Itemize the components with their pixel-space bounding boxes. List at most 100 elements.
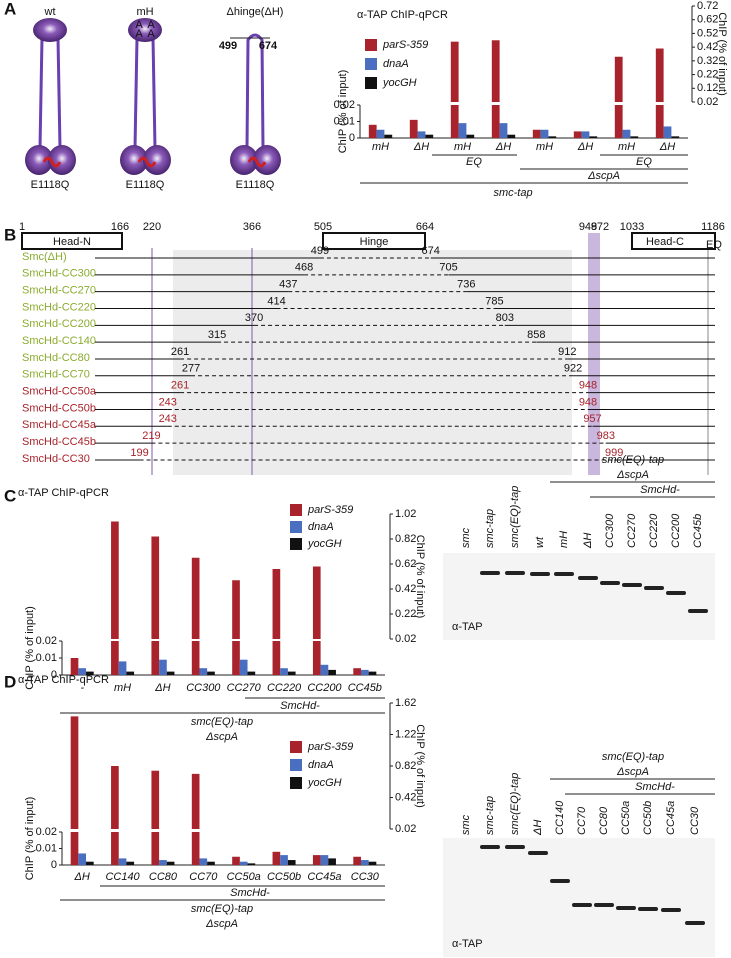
x-tick-label: CC50b	[267, 871, 301, 883]
scale-label: 166	[111, 221, 129, 233]
bar	[548, 136, 557, 138]
lane-label: smc-tap	[484, 509, 496, 548]
band	[480, 845, 500, 849]
bar	[247, 671, 256, 675]
lane-label: smc-tap	[484, 796, 496, 835]
bar-upper	[70, 716, 79, 829]
bar-lower	[151, 832, 160, 865]
scale-label: 948	[579, 221, 597, 233]
construct-name: SmcHd-CC50b	[22, 402, 96, 414]
bar	[328, 669, 336, 675]
scale-label: 220	[143, 221, 161, 233]
group-label: ΔscpA	[205, 731, 238, 743]
scale-label: 366	[243, 221, 261, 233]
bar-lower	[111, 641, 119, 675]
blot-group-label: SmcHd-	[635, 781, 675, 793]
group-label: smc(EQ)-tap	[191, 716, 253, 728]
bar	[581, 131, 590, 138]
y2-tick-label: 1.22	[395, 728, 416, 740]
bar-upper	[151, 536, 160, 639]
y-axis-title: ChIP (% of input)	[24, 606, 36, 690]
bar-upper	[111, 521, 119, 639]
bar	[409, 119, 418, 138]
legend-swatch	[290, 741, 302, 753]
hinge-mutation: A	[135, 28, 143, 40]
lane-label: CC220	[648, 513, 660, 548]
y2-tick-label: 1.62	[395, 697, 416, 709]
x-tick-label: CC45b	[348, 682, 382, 694]
legend-swatch	[290, 504, 302, 516]
construct-start: 243	[159, 413, 177, 425]
panel-label: C	[4, 486, 16, 505]
blot-group-label: SmcHd-	[640, 484, 680, 496]
bar	[368, 671, 377, 675]
bar-lower	[614, 105, 623, 138]
bar	[417, 131, 426, 138]
smc-model-dh: Δhinge(ΔH) 499 674 E1118Q	[219, 6, 284, 191]
y2-tick-label: 0.42	[395, 583, 416, 595]
bar-upper	[312, 566, 321, 639]
construct-name: SmcHd-CC45a	[22, 419, 97, 431]
construct-end: 922	[564, 363, 582, 375]
legend-swatch	[365, 39, 377, 51]
bar-upper	[614, 56, 623, 102]
chart-title: α-TAP ChIP-qPCR	[18, 674, 109, 686]
construct-start: 261	[171, 346, 189, 358]
domain-label: Head-C	[646, 236, 684, 248]
band	[661, 908, 681, 912]
bar-upper	[232, 580, 240, 639]
band	[622, 583, 642, 587]
bar	[78, 853, 87, 865]
y-tick-label: 0	[51, 669, 57, 681]
y2-tick-label: 0.42	[395, 791, 416, 803]
x-tick-label: CC45a	[307, 871, 341, 883]
lane-label: ΔH	[532, 820, 544, 836]
construct-start: 199	[130, 447, 148, 459]
construct-name: SmcHd-CC30	[22, 453, 90, 465]
lane-label: CC45a	[665, 801, 677, 835]
bar	[199, 668, 208, 675]
group-label: ΔscpA	[587, 170, 620, 182]
lane-label: CC70	[576, 806, 588, 835]
construct-end: 983	[597, 430, 615, 442]
y2-tick-label: 0.02	[697, 96, 718, 108]
bar	[499, 123, 508, 138]
bar	[70, 658, 79, 675]
construct-start: 499	[311, 245, 329, 257]
legend-label: dnaA	[308, 521, 334, 533]
group-label: smc-tap	[493, 187, 532, 199]
y2-tick-label: 0.82	[395, 533, 416, 545]
x-tick-label: mH	[536, 141, 553, 153]
legend-label: yocGH	[307, 777, 342, 789]
x-tick-label: ΔH	[659, 141, 675, 153]
bar	[118, 858, 127, 865]
bar	[126, 671, 135, 675]
y2-tick-label: 0.62	[395, 558, 416, 570]
band	[688, 609, 708, 613]
legend-swatch	[365, 77, 377, 89]
y-axis-title: ChIP (% of input)	[24, 797, 36, 881]
legend-label: yocGH	[382, 77, 417, 89]
x-tick-label: CC80	[149, 871, 178, 883]
bar-lower	[151, 641, 160, 675]
blot-group-label: ΔscpA	[616, 469, 649, 481]
chart-title: α-TAP ChIP-qPCR	[18, 487, 109, 499]
chart-title: α-TAP ChIP-qPCR	[357, 9, 448, 21]
lane-label: CC50a	[620, 801, 632, 835]
bar	[320, 664, 329, 675]
bar	[118, 661, 127, 675]
lane-label: CC300	[604, 513, 616, 548]
antibody-label: α-TAP	[452, 938, 483, 950]
bar	[247, 863, 256, 865]
y2-tick-label: 0.62	[697, 14, 718, 26]
x-tick-label: CC30	[351, 871, 380, 883]
bar-lower	[450, 105, 459, 138]
bar-upper	[655, 48, 664, 102]
mutation-label: E1118Q	[236, 179, 275, 191]
x-tick-label: ΔH	[74, 871, 90, 883]
lane-label: CC270	[626, 513, 638, 548]
x-tick-label: CC140	[105, 871, 140, 883]
bar-lower	[232, 641, 240, 675]
construct-start: 468	[295, 262, 313, 274]
bar-lower	[491, 105, 500, 138]
